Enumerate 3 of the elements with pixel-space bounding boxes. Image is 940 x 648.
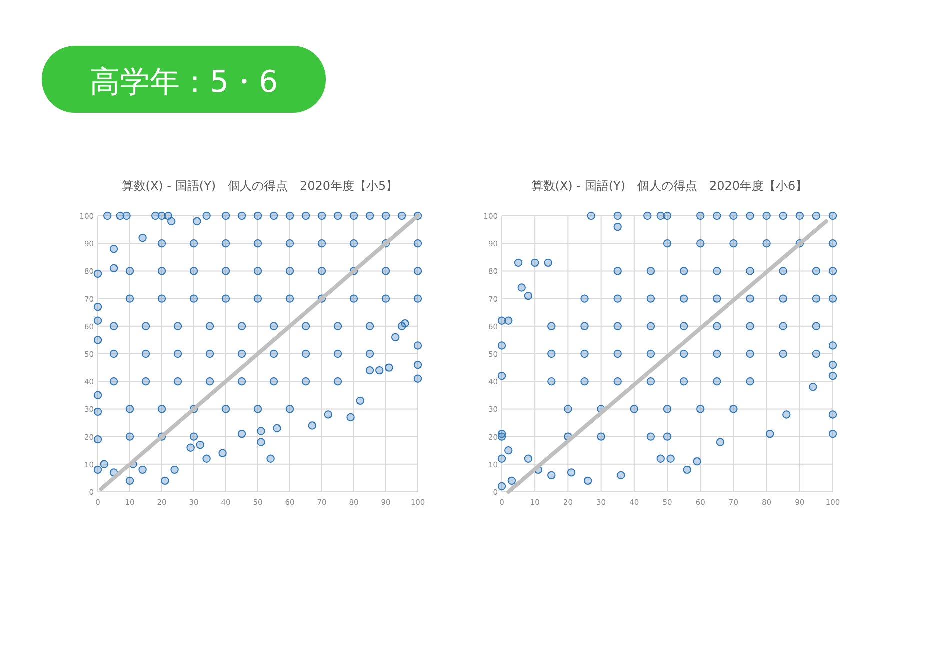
text: 高学年：5・6 — [90, 65, 278, 100]
chart-title: 算数(X) - 国語(Y) 個人の得点 2020年度【小6】 — [531, 179, 808, 193]
chart-title: 算数(X) - 国語(Y) 個人の得点 2020年度【小5】 — [122, 179, 398, 193]
